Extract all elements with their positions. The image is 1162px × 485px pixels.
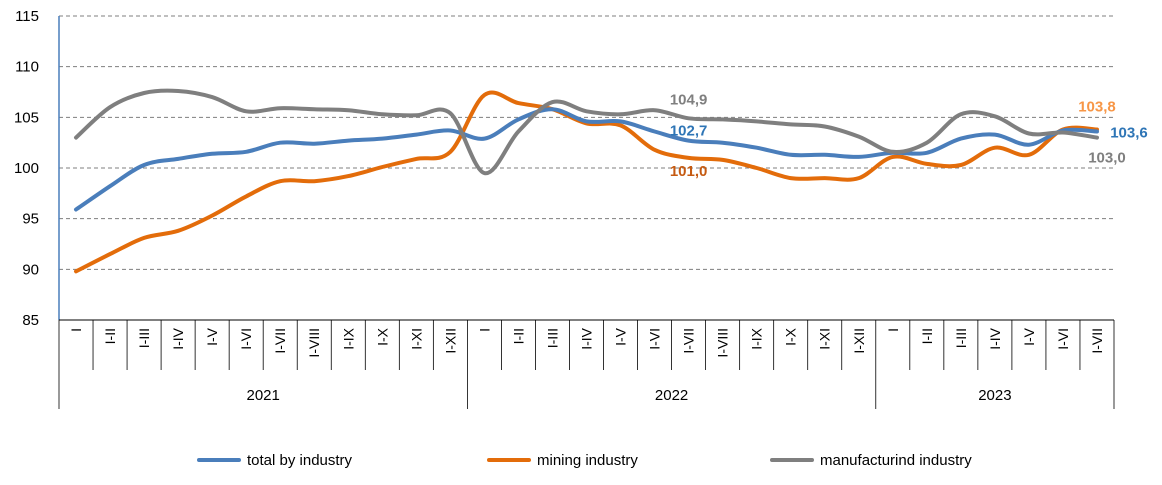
data-label: 102,7 bbox=[670, 123, 708, 140]
series-line-manufacturing bbox=[74, 88, 1099, 176]
x-category-label: I-IV bbox=[987, 327, 1003, 349]
x-category-label: I-VIII bbox=[715, 328, 731, 358]
legend-item-mining: mining industry bbox=[487, 450, 638, 470]
x-category-label: I-XI bbox=[817, 328, 833, 350]
data-labels: 104,9 102,7 101,0 103,8 103,6 103,0 bbox=[670, 91, 1148, 180]
data-label: 103,8 bbox=[1078, 98, 1116, 115]
y-axis-ticks: 85 90 95 100 105 110 115 bbox=[14, 8, 39, 329]
data-label: 103,6 bbox=[1110, 125, 1148, 142]
legend-item-manufacturing: manufacturind industry bbox=[770, 450, 972, 470]
series-line-total bbox=[74, 107, 1099, 212]
legend-label-total: total by industry bbox=[247, 451, 353, 469]
x-category-label: I-III bbox=[136, 328, 152, 348]
data-label: 104,9 bbox=[670, 91, 708, 108]
x-category-label: I bbox=[476, 328, 492, 332]
x-category-label: I-IX bbox=[749, 327, 765, 349]
data-label: 103,0 bbox=[1088, 150, 1126, 167]
x-category-label: I-XII bbox=[851, 328, 867, 354]
x-category-label: I-III bbox=[953, 328, 969, 348]
x-category-label: I-II bbox=[919, 328, 935, 344]
x-category-label: I-II bbox=[102, 328, 118, 344]
legend-item-total: total by industry bbox=[197, 450, 352, 470]
x-category-label: I-V bbox=[1021, 327, 1037, 346]
x-category-label: I-VII bbox=[1089, 328, 1105, 354]
y-tick-label: 100 bbox=[14, 160, 39, 177]
x-category-label: I-VII bbox=[272, 328, 288, 354]
x-category-label: I-IX bbox=[340, 327, 356, 349]
data-label: 101,0 bbox=[670, 163, 708, 180]
x-category-label: I bbox=[68, 328, 84, 332]
x-category-label: I-V bbox=[204, 327, 220, 346]
series-line-mining bbox=[74, 90, 1099, 274]
x-category-label: I-IV bbox=[579, 327, 595, 349]
legend-swatch-total bbox=[197, 458, 241, 462]
grid-lines bbox=[59, 15, 1114, 270]
year-label: 2021 bbox=[247, 387, 280, 404]
y-tick-label: 95 bbox=[22, 211, 39, 228]
x-category-label: I-II bbox=[510, 328, 526, 344]
x-category-label: I-III bbox=[544, 328, 560, 348]
x-axis-categories: I I-II I-III I-IV I-V I-VI I-VII I-VIII I-IX I-X I… bbox=[58, 320, 1115, 409]
axes bbox=[58, 16, 1114, 321]
y-tick-label: 85 bbox=[22, 312, 39, 329]
legend-swatch-manufacturing bbox=[770, 458, 814, 462]
y-tick-label: 115 bbox=[15, 8, 39, 25]
y-tick-label: 90 bbox=[22, 261, 39, 278]
x-category-label: I-XI bbox=[408, 328, 424, 350]
x-category-label: I-IV bbox=[170, 327, 186, 349]
x-category-label: I-VIII bbox=[306, 328, 322, 358]
x-category-label: I-VI bbox=[647, 328, 663, 350]
x-category-label: I bbox=[885, 328, 901, 332]
x-category-label: I-VI bbox=[1055, 328, 1071, 350]
legend: total by industry mining industry manufa… bbox=[0, 450, 1162, 470]
x-category-label: I-XII bbox=[442, 328, 458, 354]
year-label: 2022 bbox=[655, 387, 688, 404]
y-tick-label: 110 bbox=[15, 59, 39, 76]
y-tick-label: 105 bbox=[14, 109, 39, 126]
x-category-label: I-VII bbox=[681, 328, 697, 354]
legend-label-mining: mining industry bbox=[537, 451, 638, 469]
x-category-label: I-VI bbox=[238, 328, 254, 350]
series-lines bbox=[74, 88, 1099, 274]
year-label: 2023 bbox=[978, 387, 1011, 404]
x-category-label: I-X bbox=[783, 327, 799, 346]
x-category-label: I-X bbox=[374, 327, 390, 346]
legend-label-manufacturing: manufacturind industry bbox=[820, 451, 972, 469]
x-category-label: I-V bbox=[613, 327, 629, 346]
legend-swatch-mining bbox=[487, 458, 531, 462]
